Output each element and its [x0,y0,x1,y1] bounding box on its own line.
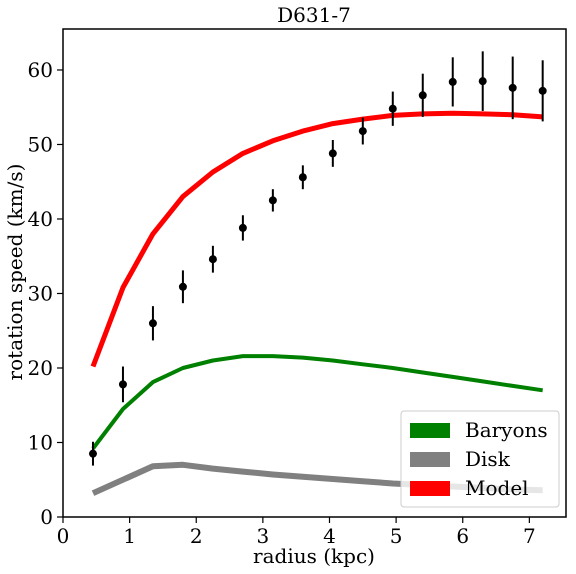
data-point [268,196,277,205]
series-line-model [90,110,543,368]
data-point [118,380,127,389]
legend-swatch [410,423,450,438]
data-point [478,77,487,86]
data-point [178,282,187,291]
y-axis-label: rotation speed (km/s) [3,164,27,381]
x-axis-label: radius (kpc) [253,544,375,568]
x-tick-label: 1 [123,524,136,548]
y-tick-label: 50 [28,132,53,156]
y-tick-label: 40 [28,207,53,231]
data-point [538,86,547,95]
x-tick-label: 6 [456,524,469,548]
legend-label: Disk [465,447,511,471]
data-point [238,223,247,232]
legend: Baryons Disk Model [400,410,560,508]
x-tick-label: 2 [190,524,203,548]
data-point [298,173,307,182]
y-tick-label: 0 [40,505,53,529]
x-tick-label: 0 [57,524,70,548]
plot-frame [62,28,567,518]
data-point [148,319,157,328]
data-point [88,449,97,458]
legend-swatch [410,452,450,467]
y-tick-label: 30 [28,281,53,305]
data-point [448,77,457,86]
legend-label: Model [465,476,529,500]
x-tick-label: 3 [257,524,270,548]
x-tick-label: 7 [523,524,536,548]
data-point [388,104,397,113]
x-tick-label: 5 [390,524,403,548]
data-point [328,149,337,158]
y-tick-label: 10 [28,430,53,454]
data-point [358,127,367,136]
data-point [208,255,217,264]
y-tick-label: 60 [28,58,53,82]
data-point [418,91,427,100]
series-line-baryons [91,354,543,450]
legend-swatch [410,481,450,496]
x-tick-label: 4 [323,524,336,548]
y-tick-label: 20 [28,356,53,380]
chart-title: D631-7 [277,3,351,27]
axes: 0 1 2 3 4 5 6 7 0 10 20 30 40 50 60 [28,28,567,548]
legend-label: Baryons [465,418,548,442]
data-point [508,83,517,92]
